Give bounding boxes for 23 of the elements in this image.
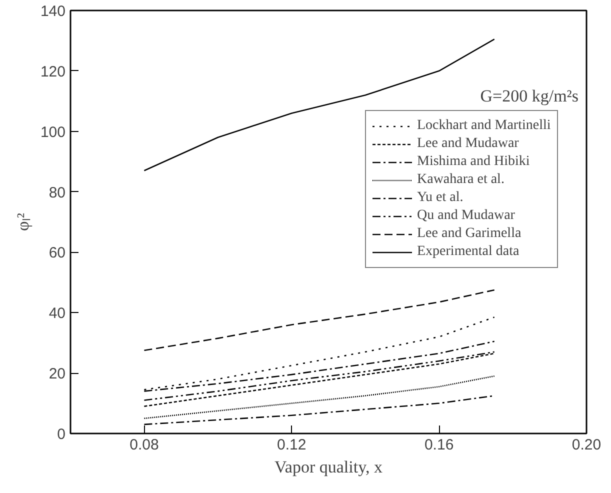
legend-label: Yu et al. xyxy=(417,189,464,207)
y-tick-label: 80 xyxy=(48,184,66,202)
y-tick-label: 140 xyxy=(40,3,66,20)
y-tick-label: 40 xyxy=(48,305,66,322)
legend-label: Experimental data xyxy=(417,243,520,261)
x-tick-label: 0.08 xyxy=(130,436,159,454)
annotation: G=200 kg/m²s xyxy=(480,86,579,106)
x-tick-label: 0.12 xyxy=(277,436,306,454)
y-tick-label: 60 xyxy=(48,244,66,262)
y-tick-label: 20 xyxy=(48,366,66,383)
y-axis-title: φₗ² xyxy=(13,213,32,231)
legend-label: Lee and Garimella xyxy=(417,225,522,243)
legend-label: Kawahara et al. xyxy=(417,171,504,189)
legend-label: Lee and Mudawar xyxy=(417,135,519,153)
legend-label: Mishima and Hibiki xyxy=(417,153,530,171)
y-tick-label: 100 xyxy=(40,124,66,141)
x-tick-label: 0.16 xyxy=(424,436,454,454)
y-tick-label: 120 xyxy=(40,63,66,80)
x-axis-title: Vapor quality, x xyxy=(274,458,383,476)
x-tick-label: 0.20 xyxy=(572,436,602,454)
legend-label: Lockhart and Martinelli xyxy=(417,117,551,135)
y-tick-label: 0 xyxy=(57,426,66,443)
legend-label: Qu and Mudawar xyxy=(417,207,515,225)
